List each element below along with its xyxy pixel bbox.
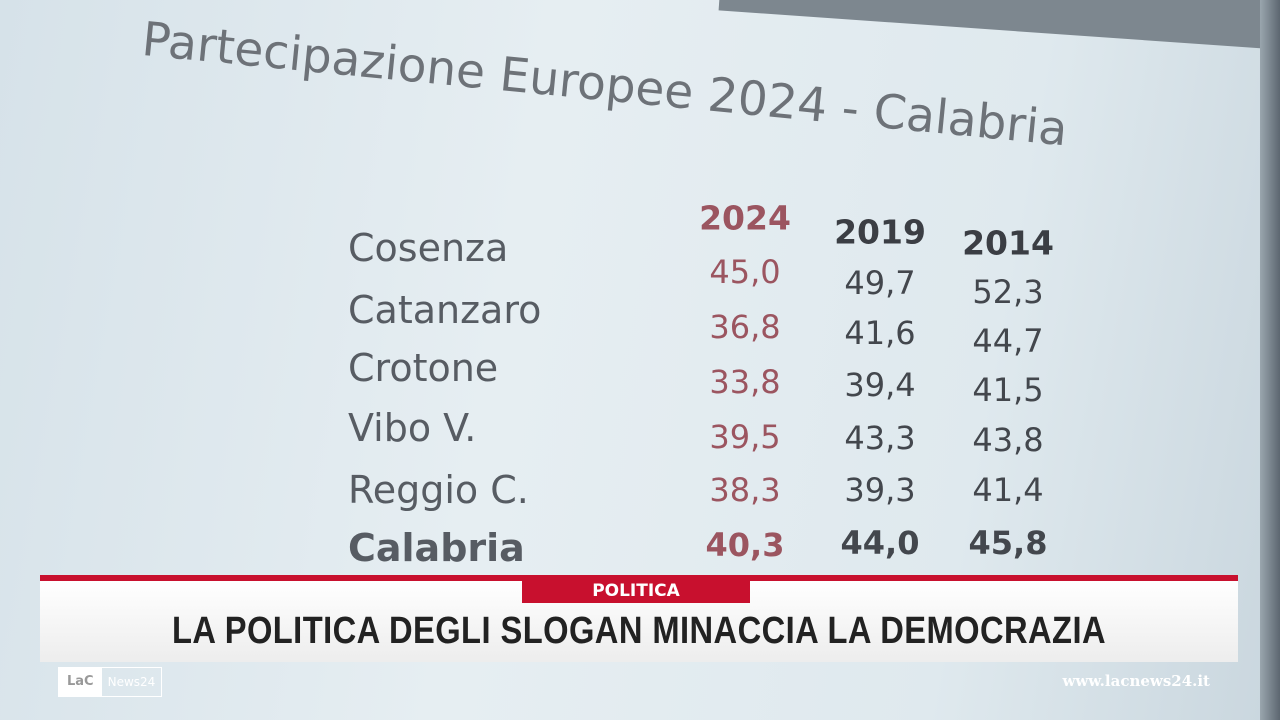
banner-line [40,575,1238,581]
logo-brand: LaC [59,668,102,696]
table-cell: 41,4 [972,471,1044,509]
table-cell: 43,3 [844,419,916,457]
row-label: Crotone [348,346,499,390]
table-cell: 49,7 [844,264,916,302]
logo: LaC News24 [58,667,163,697]
table-cell: 41,6 [844,314,916,352]
website: www.lacnews24.it [1062,672,1210,690]
slide-title: Partecipazione Europee 2024 - Calabria [139,12,1071,158]
column-header: 2019 [834,212,926,252]
row-label: Vibo V. [348,406,477,450]
row-label: Calabria [348,526,525,570]
row-label: Cosenza [348,226,509,270]
table-cell: 39,4 [844,366,916,404]
table-cell: 43,8 [972,421,1044,459]
row-label: Catanzaro [348,288,542,332]
logo-sub: News24 [107,675,156,689]
table-cell: 39,5 [709,418,781,456]
screen-edge [1260,0,1280,720]
table-cell: 39,3 [844,471,916,509]
table-cell: 45,8 [968,524,1048,562]
table-cell: 44,7 [972,322,1044,360]
row-label: Reggio C. [348,468,529,512]
table-cell: 36,8 [709,308,781,346]
table-cell: 45,0 [709,253,781,291]
table-cell: 52,3 [972,273,1044,311]
table-cell: 33,8 [709,363,781,401]
column-header: 2014 [962,223,1054,263]
table-cell: 40,3 [705,526,785,564]
banner-headline: LA POLITICA DEGLI SLOGAN MINACCIA LA DEM… [171,610,1106,652]
table-cell: 38,3 [709,471,781,509]
table-cell: 41,5 [972,371,1044,409]
screen-edge [718,0,1280,50]
banner-category: POLITICA [522,579,750,603]
column-header: 2024 [699,198,791,238]
table-cell: 44,0 [840,524,920,562]
